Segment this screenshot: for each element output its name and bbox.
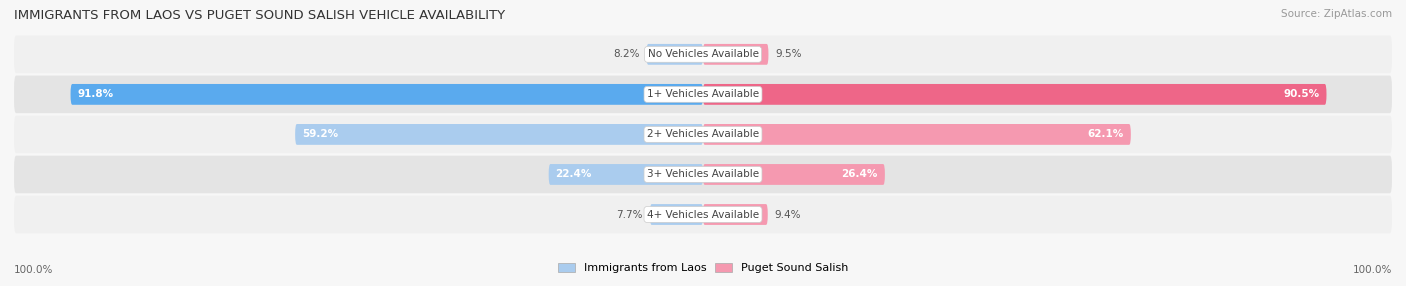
Text: 59.2%: 59.2% bbox=[302, 130, 339, 139]
FancyBboxPatch shape bbox=[650, 204, 703, 225]
Text: 9.4%: 9.4% bbox=[775, 210, 801, 219]
FancyBboxPatch shape bbox=[295, 124, 703, 145]
FancyBboxPatch shape bbox=[14, 76, 1392, 113]
FancyBboxPatch shape bbox=[703, 204, 768, 225]
Text: 26.4%: 26.4% bbox=[842, 170, 877, 179]
Text: 8.2%: 8.2% bbox=[613, 49, 640, 59]
Text: 9.5%: 9.5% bbox=[775, 49, 801, 59]
FancyBboxPatch shape bbox=[703, 164, 884, 185]
FancyBboxPatch shape bbox=[14, 116, 1392, 153]
Text: 3+ Vehicles Available: 3+ Vehicles Available bbox=[647, 170, 759, 179]
Text: 100.0%: 100.0% bbox=[14, 265, 53, 275]
Legend: Immigrants from Laos, Puget Sound Salish: Immigrants from Laos, Puget Sound Salish bbox=[558, 263, 848, 273]
Text: 2+ Vehicles Available: 2+ Vehicles Available bbox=[647, 130, 759, 139]
Text: 4+ Vehicles Available: 4+ Vehicles Available bbox=[647, 210, 759, 219]
FancyBboxPatch shape bbox=[548, 164, 703, 185]
FancyBboxPatch shape bbox=[14, 35, 1392, 73]
FancyBboxPatch shape bbox=[703, 124, 1130, 145]
FancyBboxPatch shape bbox=[703, 44, 769, 65]
Text: Source: ZipAtlas.com: Source: ZipAtlas.com bbox=[1281, 9, 1392, 19]
Text: 7.7%: 7.7% bbox=[617, 210, 643, 219]
FancyBboxPatch shape bbox=[14, 196, 1392, 233]
Text: 90.5%: 90.5% bbox=[1284, 90, 1320, 99]
FancyBboxPatch shape bbox=[14, 156, 1392, 193]
Text: No Vehicles Available: No Vehicles Available bbox=[648, 49, 758, 59]
FancyBboxPatch shape bbox=[703, 84, 1326, 105]
Text: 1+ Vehicles Available: 1+ Vehicles Available bbox=[647, 90, 759, 99]
Text: 100.0%: 100.0% bbox=[1353, 265, 1392, 275]
Text: 91.8%: 91.8% bbox=[77, 90, 114, 99]
FancyBboxPatch shape bbox=[70, 84, 703, 105]
Text: 22.4%: 22.4% bbox=[555, 170, 592, 179]
Text: IMMIGRANTS FROM LAOS VS PUGET SOUND SALISH VEHICLE AVAILABILITY: IMMIGRANTS FROM LAOS VS PUGET SOUND SALI… bbox=[14, 9, 505, 21]
FancyBboxPatch shape bbox=[647, 44, 703, 65]
Text: 62.1%: 62.1% bbox=[1088, 130, 1123, 139]
